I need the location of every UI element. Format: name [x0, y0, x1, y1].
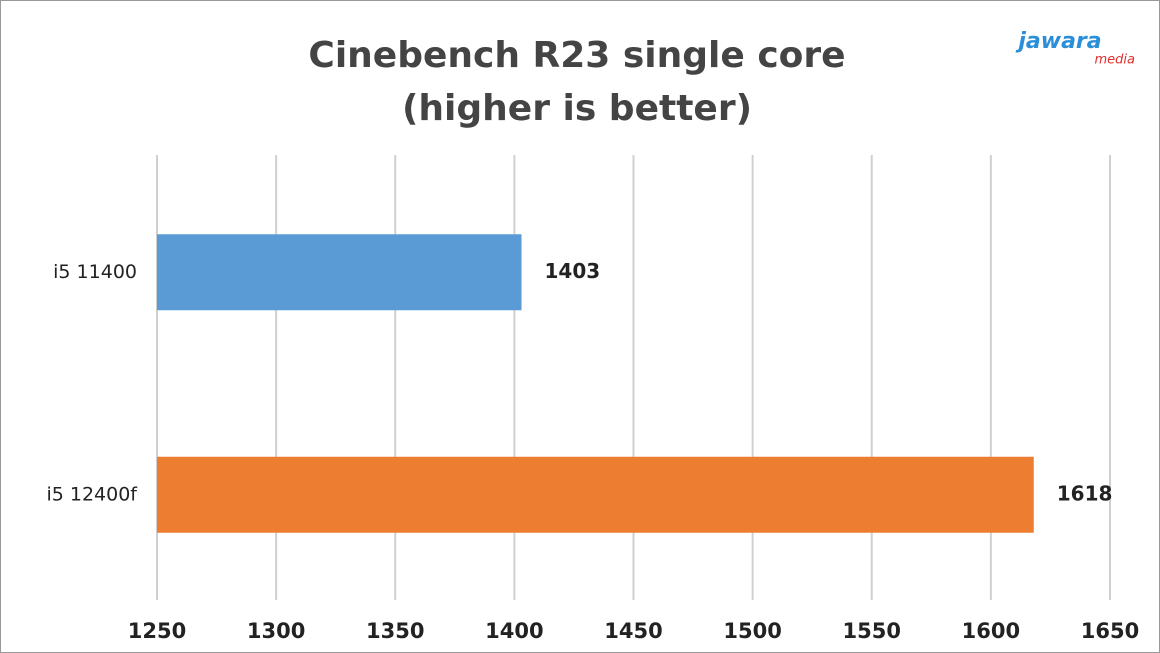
value-label: 1403 — [545, 259, 601, 283]
x-tick-label: 1300 — [247, 619, 305, 643]
x-tick-label: 1250 — [128, 619, 186, 643]
x-tick-label: 1500 — [723, 619, 781, 643]
x-tick-label: 1550 — [843, 619, 901, 643]
bar — [157, 234, 522, 311]
logo-brand: jawara — [1015, 29, 1101, 54]
x-tick-label: 1600 — [962, 619, 1020, 643]
x-tick-label: 1650 — [1081, 619, 1139, 643]
y-tick-label: i5 12400f — [46, 483, 138, 505]
bar — [157, 456, 1034, 533]
x-tick-label: 1400 — [485, 619, 543, 643]
x-tick-label: 1350 — [366, 619, 424, 643]
x-tick-label: 1450 — [604, 619, 662, 643]
value-label: 1618 — [1057, 481, 1113, 505]
chart-subtitle: (higher is better) — [402, 88, 752, 129]
y-tick-label: i5 11400 — [53, 261, 137, 283]
logo-sub: media — [1095, 53, 1136, 68]
chart-title: Cinebench R23 single core — [308, 35, 845, 76]
